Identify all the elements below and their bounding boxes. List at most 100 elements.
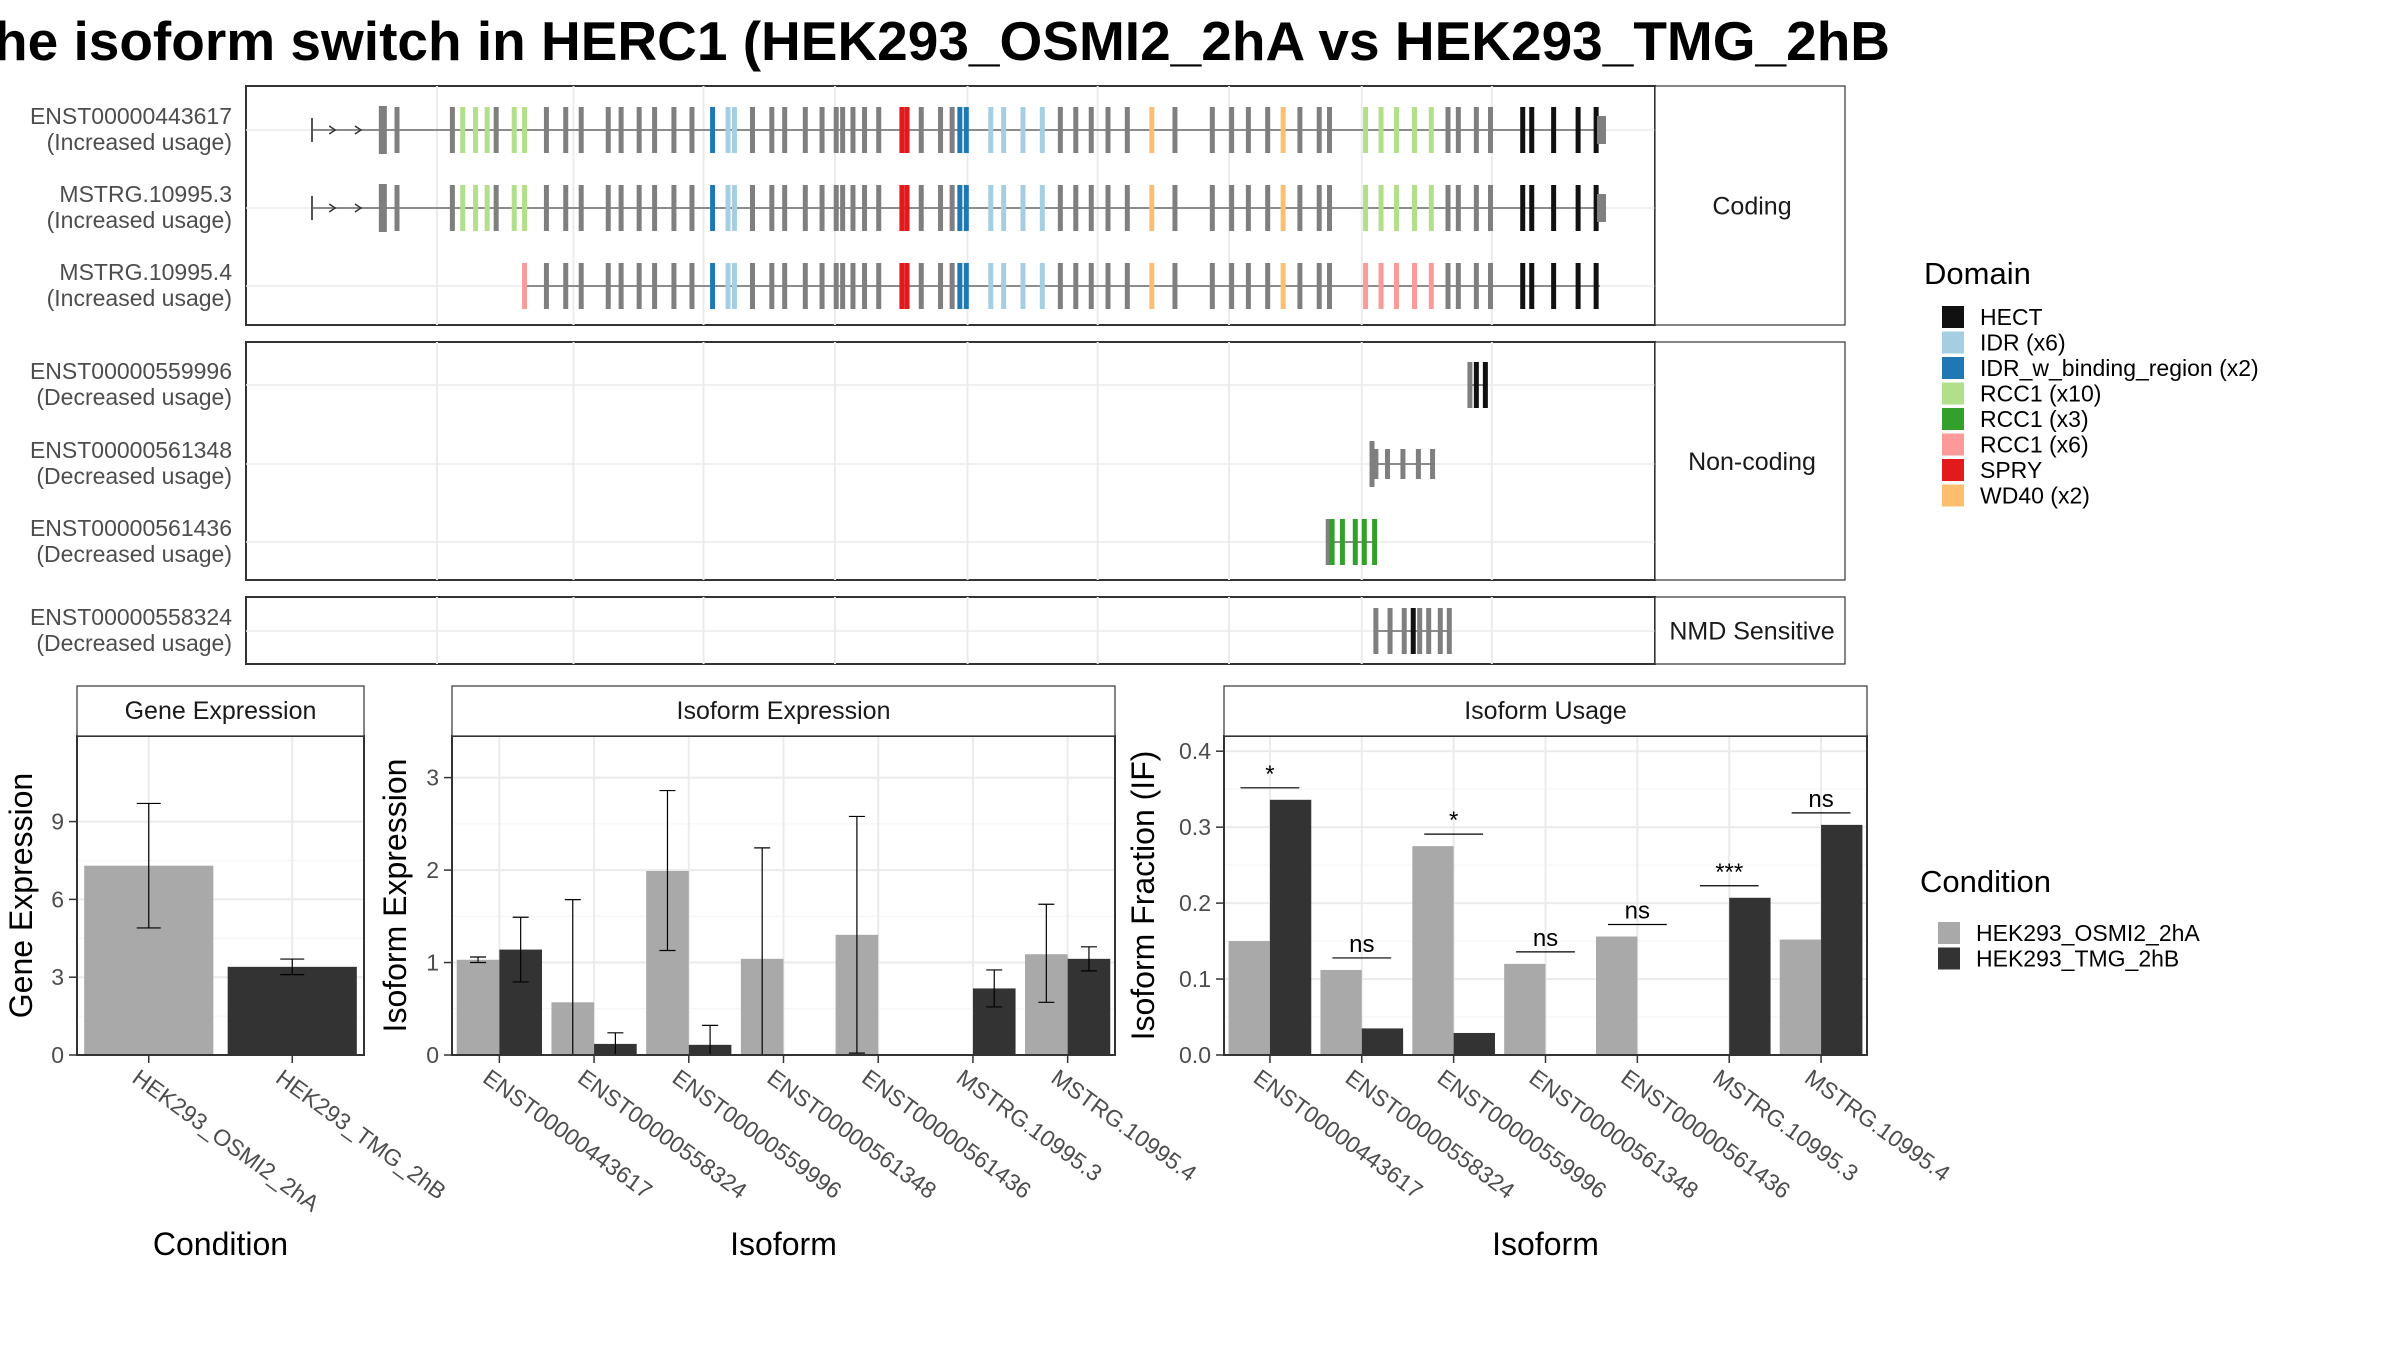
exon-block <box>862 185 868 231</box>
exon-block <box>862 107 868 153</box>
exon-block <box>963 107 969 153</box>
exon-block <box>1020 263 1026 309</box>
exon-block <box>1428 107 1434 153</box>
isoform-expression-chart: Isoform Expression0123ENST00000443617ENS… <box>377 685 1202 1262</box>
bar-HEK293_OSMI2_2hA <box>1504 963 1546 1055</box>
exon-block <box>1297 185 1303 231</box>
exon-block <box>473 107 479 153</box>
transcript-id-label: ENST00000559996 <box>30 358 232 384</box>
exon-block <box>1039 107 1045 153</box>
exon-block <box>493 107 499 153</box>
exon-block <box>1229 263 1235 309</box>
exon-block <box>949 107 955 153</box>
exon-block <box>876 107 882 153</box>
y-tick-label: 3 <box>51 964 64 990</box>
exon-block <box>1088 263 1094 309</box>
exon-block <box>1039 185 1045 231</box>
x-tick-label: ENST00000561436 <box>1616 1064 1795 1204</box>
exon-block <box>949 263 955 309</box>
exon-block <box>1280 263 1286 309</box>
condition-legend-label: HEK293_TMG_2hB <box>1976 946 2179 972</box>
structure-strip-2 <box>1654 596 1846 665</box>
exon-block <box>957 185 963 231</box>
transcript-status-label: (Decreased usage) <box>36 463 232 489</box>
bar-HEK293_TMG_2hB <box>1821 824 1863 1055</box>
condition-legend-key <box>1938 947 1960 970</box>
exon-block <box>1105 107 1111 153</box>
exon-block <box>511 185 517 231</box>
exon-block <box>876 263 882 309</box>
exon-block <box>1373 449 1379 479</box>
exon-block <box>782 185 788 231</box>
exon-block <box>449 107 455 153</box>
domain-legend-key <box>1942 306 1964 328</box>
domain-legend-key <box>1942 357 1964 379</box>
exon-block <box>963 185 969 231</box>
structure-strip-1 <box>1654 341 1846 581</box>
structure-strip-0 <box>1654 85 1846 326</box>
exon-block <box>1327 263 1333 309</box>
transcript-id-label: MSTRG.10995.4 <box>59 259 232 285</box>
exon-block <box>710 263 716 309</box>
exon-block <box>1520 107 1526 153</box>
chart-title: Isoform Expression <box>677 697 891 725</box>
exon-block <box>819 263 825 309</box>
exon-block <box>1057 107 1063 153</box>
exon-block <box>1473 185 1479 231</box>
exon-block <box>1229 185 1235 231</box>
transcript-id-label: ENST00000561436 <box>30 515 232 541</box>
exon-block <box>1172 185 1178 231</box>
exon-block <box>1378 263 1384 309</box>
structure-group-label: Coding <box>1712 193 1791 221</box>
exon-block <box>918 185 924 231</box>
bar-HEK293_OSMI2_2hA <box>1320 969 1362 1055</box>
structure-group-label: NMD Sensitive <box>1669 618 1834 646</box>
domain-legend-label: IDR (x6) <box>1980 330 2066 356</box>
exon-block <box>1316 107 1322 153</box>
exon-block <box>1529 107 1535 153</box>
transcript-id-label: ENST00000443617 <box>30 103 232 129</box>
exon-block <box>1488 107 1494 153</box>
x-axis-title: Condition <box>153 1226 288 1262</box>
significance-label: ns <box>1808 786 1833 813</box>
exon-block <box>1473 263 1479 309</box>
exon-block <box>671 185 677 231</box>
exon-block <box>1455 185 1461 231</box>
exon-block <box>689 107 695 153</box>
exon-block <box>1057 185 1063 231</box>
exon-block <box>460 107 466 153</box>
exon-block <box>1363 107 1369 153</box>
exon-block <box>522 185 528 231</box>
bar-HEK293_TMG_2hB <box>1361 1028 1404 1055</box>
transcript-status-label: (Increased usage) <box>47 207 232 233</box>
exon-block <box>731 185 737 231</box>
exon-block <box>1428 263 1434 309</box>
exon-block <box>1575 263 1581 309</box>
x-tick-label: ENST00000558324 <box>573 1064 752 1204</box>
exon-block <box>710 185 716 231</box>
condition-legend-title: Condition <box>1920 864 2051 899</box>
exon-block <box>636 107 642 153</box>
exon-block <box>710 107 716 153</box>
exon-block <box>988 263 994 309</box>
exon-block <box>1209 107 1215 153</box>
exon-block <box>1361 519 1367 565</box>
exon-block <box>578 263 584 309</box>
exon-block <box>460 185 466 231</box>
exon-block <box>1473 107 1479 153</box>
exon-block <box>543 185 549 231</box>
exon-block <box>1209 263 1215 309</box>
exon-block <box>484 107 490 153</box>
y-tick-label: 6 <box>51 886 64 912</box>
exon-block <box>1001 185 1007 231</box>
exon-block <box>1327 185 1333 231</box>
exon-block <box>1020 107 1026 153</box>
exon-block <box>1020 185 1026 231</box>
transcript-id-label: ENST00000561348 <box>30 437 232 463</box>
bar-HEK293_TMG_2hB <box>1067 958 1111 1055</box>
exon-block <box>1426 608 1432 654</box>
exon-block <box>918 263 924 309</box>
exon-block <box>652 107 658 153</box>
exon-block <box>1428 185 1434 231</box>
